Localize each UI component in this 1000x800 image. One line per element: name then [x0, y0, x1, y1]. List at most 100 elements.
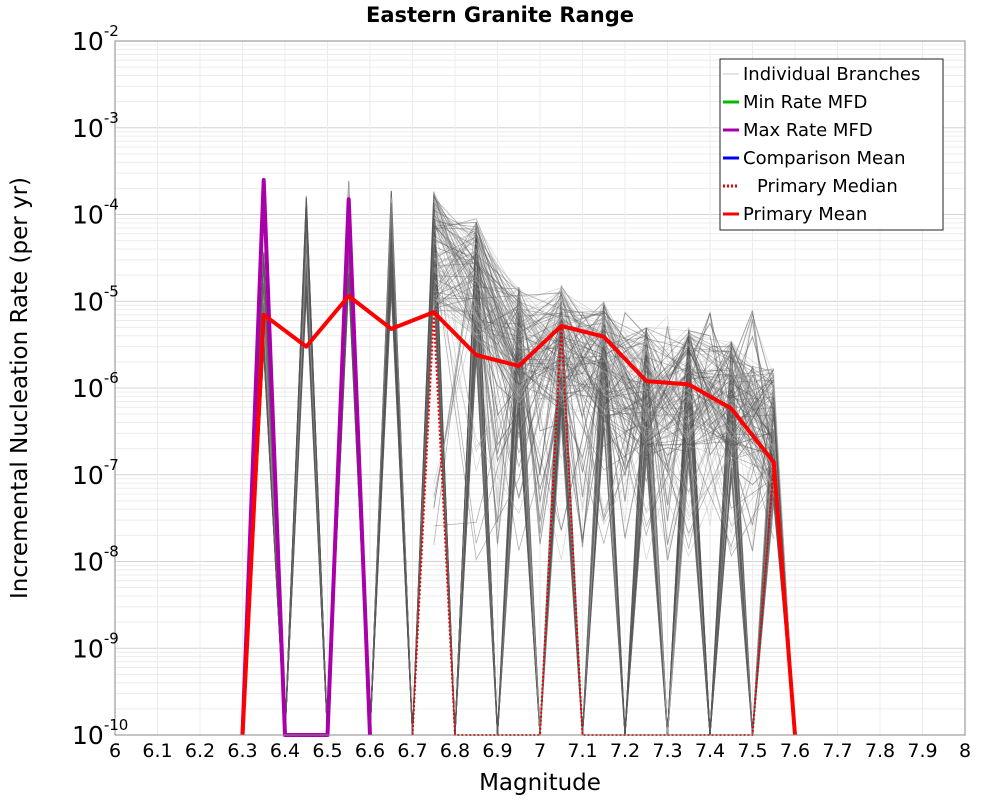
branch-line: [433, 293, 775, 498]
branch-line: [433, 258, 775, 429]
branch-line: [242, 192, 796, 736]
branch-line: [433, 254, 775, 549]
branch-line: [433, 257, 775, 439]
branch-line: [433, 227, 775, 445]
branch-line: [433, 221, 775, 546]
branch-line: [433, 201, 775, 455]
branch-line: [433, 207, 774, 514]
branch-line: [433, 208, 774, 521]
x-tick-labels: 6 6.1 6.2 6.3 6.4 6.5 6.6 6.7 6.8 6.9 7 7.1 7.2 7.3 7.…: [109, 740, 971, 762]
branch-line: [433, 201, 774, 522]
y-tick-label: 10-8: [72, 543, 119, 577]
branch-line: [433, 290, 774, 456]
branch-line: [433, 197, 775, 529]
branch-line: [242, 201, 796, 736]
branch-line: [433, 284, 775, 474]
x-tick-label: 7.8: [865, 740, 895, 762]
branch-line: [433, 194, 774, 473]
branch-line: [433, 220, 775, 434]
branch-line: [433, 201, 775, 487]
x-tick-label: 7.9: [907, 740, 937, 762]
x-tick-label: 7.7: [822, 740, 852, 762]
branch-line: [433, 216, 775, 476]
branch-line: [433, 224, 775, 440]
y-tick-label: 10-4: [72, 196, 119, 230]
branch-line: [433, 297, 774, 399]
branch-line: [433, 204, 774, 442]
branch-line: [433, 223, 774, 435]
x-axis-label: Magnitude: [479, 770, 601, 796]
legend-label: Individual Branches: [743, 64, 920, 85]
branch-line: [433, 229, 774, 418]
branch-line: [433, 258, 774, 561]
branch-line: [433, 253, 774, 418]
branch-line: [433, 283, 775, 499]
branch-line: [433, 216, 774, 461]
x-tick-label: 7.5: [737, 740, 767, 762]
branch-line: [433, 240, 775, 539]
x-tick-label: 7.1: [567, 740, 597, 762]
legend-label: Min Rate MFD: [743, 92, 867, 113]
branch-line: [433, 222, 774, 447]
y-tick-label: 10-2: [72, 22, 119, 56]
branch-line: [433, 266, 775, 453]
branch-line: [433, 229, 775, 425]
branch-line: [433, 325, 775, 527]
branch-line: [433, 230, 775, 444]
branch-line: [242, 204, 796, 736]
branch-line: [242, 208, 796, 736]
branch-line: [433, 267, 774, 436]
plot-frame: [114, 40, 966, 736]
y-tick-label: 10-9: [72, 629, 119, 663]
x-tick-label: 6.5: [312, 740, 342, 762]
branch-line: [433, 214, 774, 419]
x-tick-label: 6.2: [185, 740, 215, 762]
branch-line: [433, 294, 774, 497]
branch-line: [433, 221, 774, 460]
x-tick-label: 7: [534, 740, 546, 762]
branch-line: [433, 298, 774, 539]
branch-line: [433, 277, 774, 462]
branch-line: [433, 191, 774, 448]
branch-line: [433, 260, 775, 452]
grid: [114, 41, 966, 736]
legend-label: Comparison Mean: [743, 148, 906, 169]
x-tick-label: 8: [959, 740, 971, 762]
branch-line: [433, 279, 774, 509]
x-tick-label: 7.2: [610, 740, 640, 762]
branch-line: [433, 222, 775, 493]
legend: Individual Branches Min Rate MFD Max Rate …: [719, 58, 944, 231]
x-tick-label: 6.4: [270, 740, 300, 762]
branch-line: [433, 221, 774, 457]
branch-line: [433, 228, 774, 420]
branch-line: [242, 202, 796, 736]
branch-line: [433, 196, 775, 468]
branch-line: [433, 253, 775, 464]
x-tick-label: 6.6: [355, 740, 385, 762]
x-tick-label: 6.1: [142, 740, 172, 762]
branch-line: [433, 278, 775, 537]
legend-label: Primary Median: [757, 176, 898, 197]
branch-line: [433, 291, 774, 437]
branch-line: [433, 250, 775, 518]
y-axis-label: Incremental Nucleation Rate (per yr): [7, 177, 33, 599]
branch-line: [433, 233, 774, 449]
branch-line: [242, 205, 796, 736]
branch-line: [433, 220, 775, 527]
branch-line: [433, 295, 775, 513]
branch-line: [433, 198, 775, 412]
branch-line: [433, 209, 775, 438]
branch-line: [433, 251, 774, 447]
branch-line: [433, 218, 775, 433]
y-tick-label: 10-6: [72, 369, 119, 403]
branch-line: [433, 292, 775, 518]
branch-line: [433, 194, 775, 453]
branch-line: [433, 294, 774, 485]
series-line: [240, 294, 797, 736]
branch-line: [433, 222, 775, 475]
x-tick-label: 7.3: [652, 740, 682, 762]
branch-line: [433, 290, 775, 513]
branch-line: [433, 245, 774, 509]
branch-line: [433, 287, 774, 523]
branch-line: [242, 200, 796, 736]
